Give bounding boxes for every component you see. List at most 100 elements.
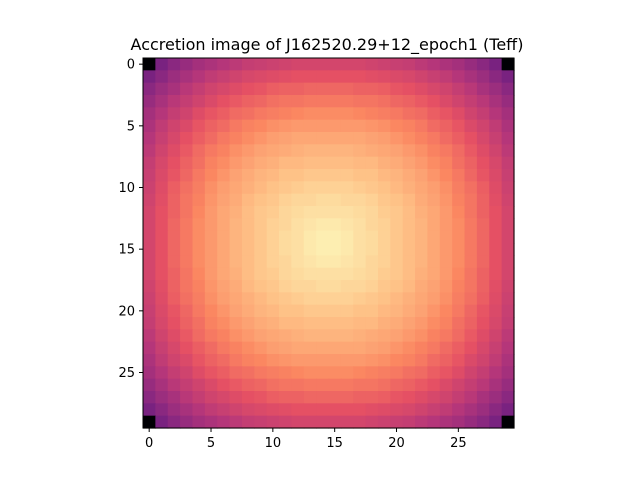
heatmap-cell <box>254 193 268 207</box>
heatmap-cell <box>452 415 466 429</box>
heatmap-cell <box>316 354 330 367</box>
heatmap-cell <box>180 329 194 343</box>
heatmap-cell <box>167 341 181 355</box>
heatmap-cell <box>377 193 391 207</box>
heatmap-cell <box>266 58 280 71</box>
heatmap-cell <box>340 292 354 306</box>
heatmap-cell <box>415 206 429 219</box>
heatmap-cell <box>476 366 490 380</box>
heatmap-cell <box>489 95 503 108</box>
heatmap-cell <box>192 230 206 244</box>
heatmap-cell <box>217 70 231 84</box>
heatmap-cell <box>452 280 466 293</box>
heatmap-cell <box>155 169 169 182</box>
heatmap-cell <box>155 95 169 108</box>
heatmap-cell <box>192 119 206 133</box>
heatmap-cell <box>229 292 243 306</box>
heatmap-cell <box>328 156 342 170</box>
heatmap-cell <box>204 95 218 108</box>
heatmap-cell <box>439 317 453 330</box>
heatmap-cell <box>143 391 156 404</box>
heatmap-cell <box>328 403 342 417</box>
heatmap-cell <box>402 243 416 256</box>
heatmap-cell <box>192 243 206 256</box>
heatmap-cell <box>476 218 490 232</box>
heatmap-cell <box>353 156 367 170</box>
heatmap-cell <box>316 156 330 170</box>
heatmap-cell <box>489 82 503 96</box>
heatmap-cell <box>489 304 503 318</box>
heatmap-cell <box>303 341 317 355</box>
heatmap-cell <box>501 317 515 330</box>
heatmap-cell <box>501 292 515 306</box>
heatmap-cell <box>427 119 441 133</box>
heatmap-cell <box>489 341 503 355</box>
heatmap-cell <box>279 292 292 306</box>
heatmap-cell <box>365 132 379 145</box>
heatmap-cell <box>365 156 379 170</box>
heatmap-cell <box>365 366 379 380</box>
heatmap-cell <box>180 181 194 195</box>
heatmap-cell <box>402 132 416 145</box>
heatmap-cell <box>377 391 391 404</box>
heatmap-cell <box>143 267 156 281</box>
heatmap-cell <box>353 193 367 207</box>
heatmap-cell <box>489 70 503 84</box>
heatmap-cell <box>241 391 255 404</box>
heatmap-cell <box>241 415 255 429</box>
heatmap-cell <box>180 230 194 244</box>
heatmap-cell <box>365 292 379 306</box>
heatmap-cell <box>340 317 354 330</box>
heatmap-cell <box>217 403 231 417</box>
heatmap-cell <box>229 280 243 293</box>
heatmap-cell <box>155 132 169 145</box>
heatmap-cell <box>390 329 404 343</box>
heatmap-cell <box>291 206 305 219</box>
heatmap-cell <box>476 403 490 417</box>
heatmap-cell <box>241 206 255 219</box>
heatmap-cell <box>353 107 367 121</box>
heatmap-cell <box>365 280 379 293</box>
heatmap-cell <box>143 132 156 145</box>
heatmap-cell <box>340 107 354 121</box>
heatmap-cell <box>143 243 156 256</box>
heatmap-cell <box>143 70 156 84</box>
heatmap-cell <box>415 329 429 343</box>
heatmap-cell <box>476 354 490 367</box>
heatmap-cell <box>167 292 181 306</box>
heatmap-cell <box>167 132 181 145</box>
heatmap-cell <box>303 243 317 256</box>
heatmap-cell <box>328 243 342 256</box>
heatmap-cell <box>328 415 342 429</box>
heatmap-cell <box>279 181 292 195</box>
heatmap-cell <box>155 230 169 244</box>
heatmap-cell <box>204 378 218 392</box>
heatmap-cell <box>328 230 342 244</box>
heatmap-cell <box>266 354 280 367</box>
heatmap-cell <box>303 107 317 121</box>
heatmap-cell <box>328 267 342 281</box>
heatmap-cell <box>452 107 466 121</box>
heatmap-cell <box>402 169 416 182</box>
heatmap-cell <box>143 354 156 367</box>
x-tick-label: 25 <box>450 436 467 451</box>
heatmap-cell <box>192 218 206 232</box>
heatmap-cell <box>476 82 490 96</box>
heatmap-cell <box>167 95 181 108</box>
heatmap-cell <box>328 341 342 355</box>
heatmap-cell <box>291 193 305 207</box>
heatmap-cell <box>328 255 342 269</box>
heatmap-cell <box>427 403 441 417</box>
heatmap-cell <box>279 107 292 121</box>
heatmap-cell <box>452 181 466 195</box>
heatmap-cell <box>464 181 478 195</box>
heatmap-cell <box>452 304 466 318</box>
heatmap-cell <box>452 206 466 219</box>
heatmap-cell <box>476 280 490 293</box>
heatmap-cell <box>452 230 466 244</box>
heatmap-cell <box>241 366 255 380</box>
heatmap-cell <box>365 119 379 133</box>
heatmap-cell <box>328 354 342 367</box>
heatmap-cell <box>489 119 503 133</box>
heatmap-cell <box>390 354 404 367</box>
